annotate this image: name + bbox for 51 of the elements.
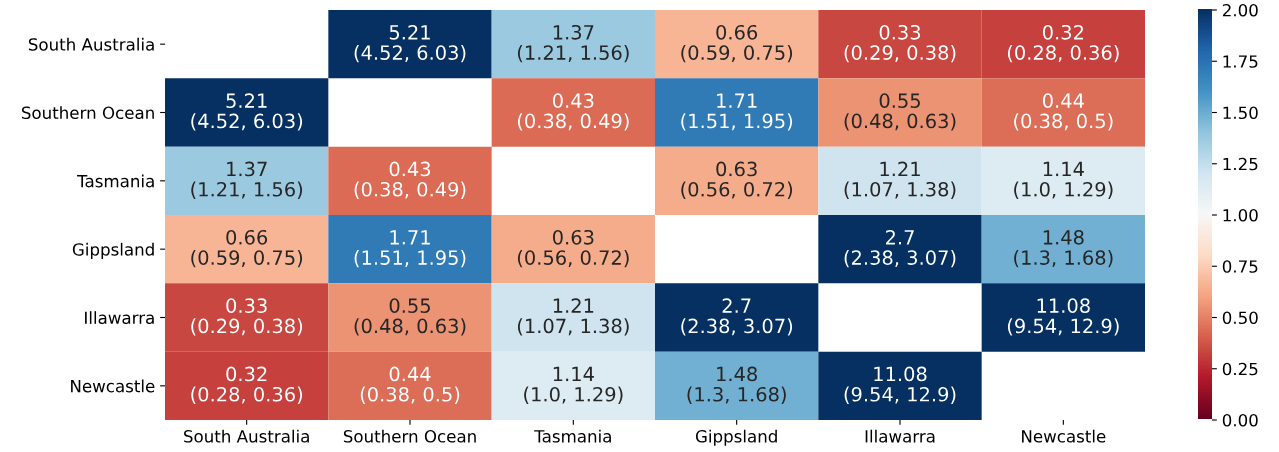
data-label: 0.44 (0.38, 0.5) [360, 366, 460, 404]
color-bar-label: 2.00 [1222, 3, 1258, 17]
data-label: 1.71 (1.51, 1.95) [354, 230, 466, 268]
x-tick-label: Newcastle [1022, 429, 1106, 443]
data-label: 1.48 (1.3, 1.68) [687, 366, 786, 404]
y-tick-label: Southern Ocean [21, 106, 154, 120]
data-label: 1.14 (1.0, 1.29) [524, 366, 623, 404]
data-label: 0.32 (0.28, 0.36) [1007, 24, 1119, 63]
y-tick-label: Newcastle [71, 379, 155, 393]
data-label: 1.37 (1.21, 1.56) [191, 161, 303, 199]
x-tick-label: South Australia [184, 429, 309, 443]
color-bar-label: 0.50 [1222, 311, 1258, 325]
data-label: 0.55 (0.48, 0.63) [844, 93, 956, 131]
data-label: 1.37 (1.21, 1.56) [517, 24, 629, 63]
x-tick-label: Tasmania [534, 429, 611, 443]
y-tick-label: South Australia [28, 37, 154, 51]
y-tick-label: Gippsland [72, 242, 154, 259]
data-label: 2.7 (2.38, 3.07) [681, 298, 793, 336]
data-label: 5.21 (4.52, 6.03) [191, 93, 303, 131]
data-label: 0.33 (0.29, 0.38) [191, 298, 303, 336]
color-bar-label: 1.00 [1223, 208, 1258, 222]
data-label: 0.66 (0.59, 0.75) [191, 229, 303, 268]
data-label: 0.32 (0.28, 0.36) [191, 366, 303, 404]
data-label: 0.55 (0.48, 0.63) [354, 298, 466, 336]
data-label: 1.48 (1.3, 1.68) [1014, 229, 1113, 268]
y-tick-label: Illawarra [85, 311, 154, 325]
color-bar-label: 1.50 [1223, 106, 1258, 120]
x-tick-label: Southern Ocean [343, 429, 476, 443]
color-bar-label: 1.25 [1223, 157, 1258, 171]
x-tick-label: Illawarra [865, 429, 935, 443]
color-bar-label: 0.25 [1222, 362, 1258, 376]
data-label: 11.08 (9.54, 12.9) [844, 366, 956, 404]
data-label: 5.21 (4.52, 6.03) [354, 24, 466, 63]
data-label: 0.43 (0.38, 0.49) [354, 161, 466, 199]
data-label: 0.66 (0.59, 0.75) [681, 24, 793, 63]
color-bar-label: 0.75 [1222, 260, 1258, 273]
y-tick-label: Tasmania [77, 174, 154, 188]
x-tick-label: Gippsland [695, 429, 777, 446]
data-label: 1.21 (1.07, 1.38) [517, 298, 629, 336]
data-label: 1.21 (1.07, 1.38) [844, 161, 956, 199]
color-bar-label: 1.75 [1223, 55, 1258, 68]
data-label: 1.14 (1.0, 1.29) [1014, 161, 1113, 199]
data-label: 0.33 (0.29, 0.38) [844, 24, 956, 63]
data-label: 0.44 (0.38, 0.5) [1014, 93, 1113, 131]
data-label: 2.7 (2.38, 3.07) [844, 229, 956, 268]
data-label: 11.08 (9.54, 12.9) [1007, 298, 1119, 336]
data-label: 1.71 (1.51, 1.95) [681, 93, 793, 131]
data-label: 0.43 (0.38, 0.49) [517, 93, 629, 131]
data-label: 0.63 (0.56, 0.72) [517, 229, 629, 268]
data-label: 0.63 (0.56, 0.72) [681, 161, 793, 199]
color-bar-label: 0.00 [1222, 413, 1258, 427]
